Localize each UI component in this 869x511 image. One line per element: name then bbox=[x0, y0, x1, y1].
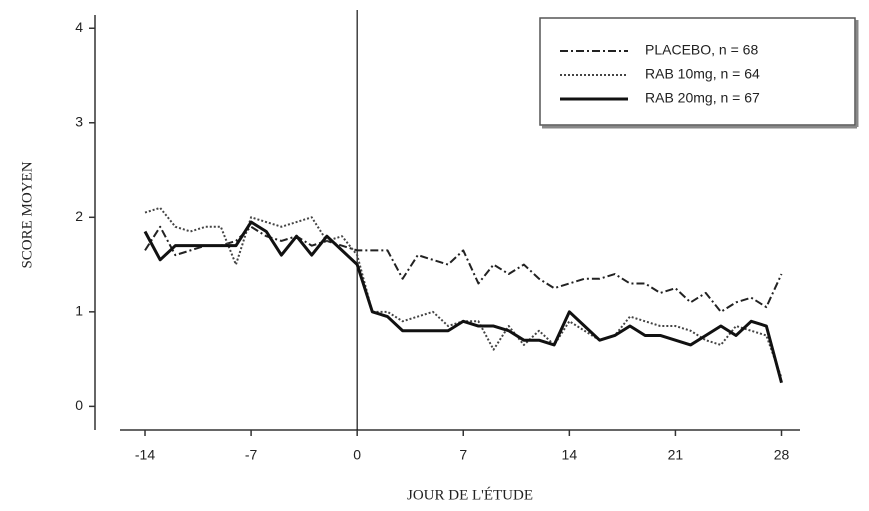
legend-label: RAB 20mg, n = 67 bbox=[645, 90, 760, 106]
x-tick-label: -14 bbox=[135, 447, 155, 463]
y-tick-label: 2 bbox=[75, 208, 83, 224]
y-tick-label: 0 bbox=[75, 397, 83, 413]
series-line bbox=[144, 206, 783, 379]
x-axis-label: JOUR DE L'ÉTUDE bbox=[407, 486, 533, 503]
y-tick-label: 3 bbox=[75, 113, 83, 129]
x-tick-label: 21 bbox=[668, 447, 684, 463]
series-line bbox=[143, 220, 783, 384]
x-tick-label: 28 bbox=[774, 447, 790, 463]
y-tick-label: 4 bbox=[75, 19, 83, 35]
x-tick-label: 0 bbox=[353, 447, 361, 463]
series-line bbox=[144, 225, 783, 313]
x-tick-label: 7 bbox=[459, 447, 467, 463]
x-tick-label: 14 bbox=[562, 447, 578, 463]
legend-box bbox=[539, 17, 856, 126]
y-axis-label: SCORE MOYEN bbox=[19, 161, 35, 268]
x-tick-label: -7 bbox=[245, 447, 258, 463]
legend-label: RAB 10mg, n = 64 bbox=[645, 66, 760, 82]
legend-label: PLACEBO, n = 68 bbox=[645, 42, 758, 58]
y-tick-label: 1 bbox=[75, 303, 83, 319]
